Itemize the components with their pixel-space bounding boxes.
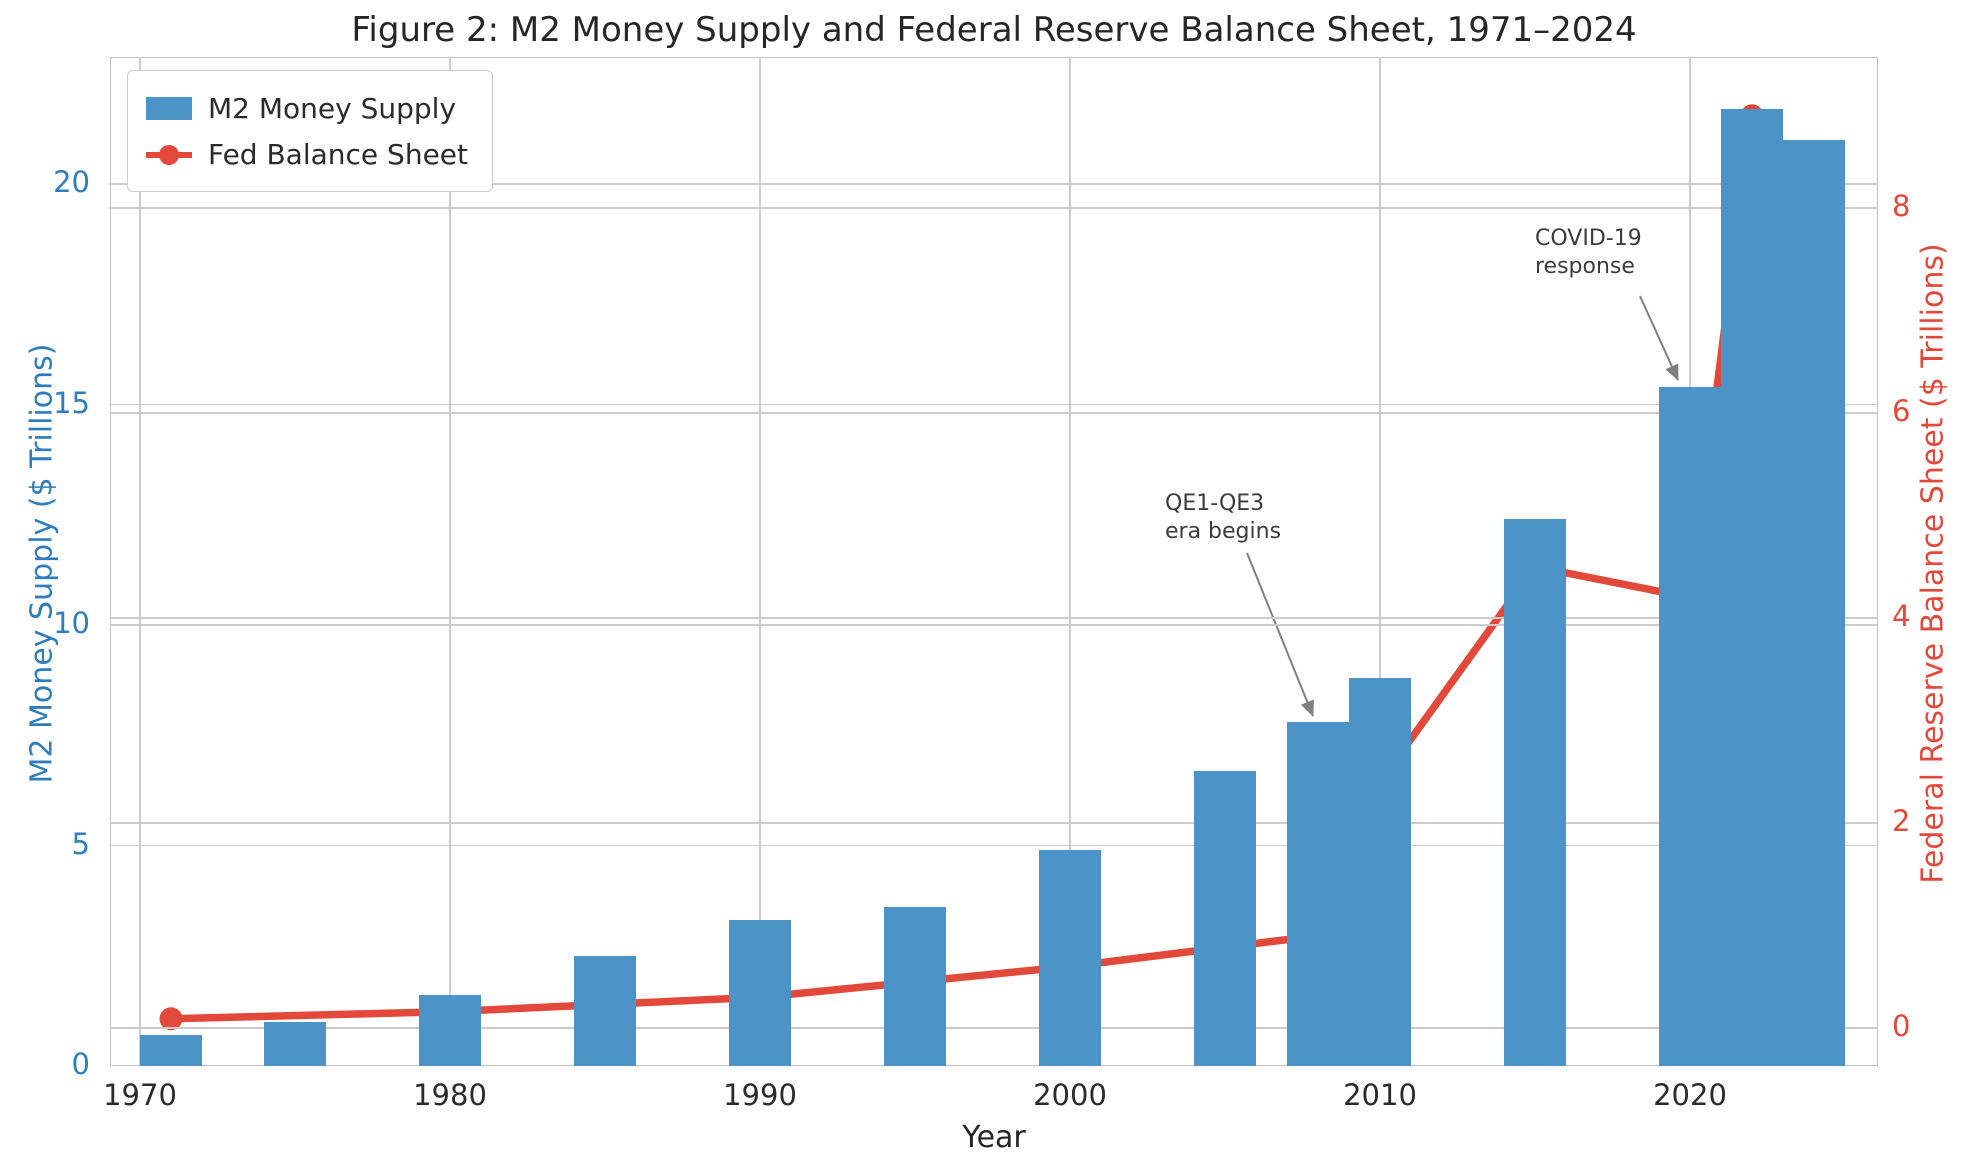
chart-title: Figure 2: M2 Money Supply and Federal Re… [351, 10, 1637, 50]
annotation-text-1: COVID-19 response [1535, 226, 1642, 279]
right-tick-label-8: 8 [1892, 189, 1911, 223]
x-axis-label: Year [962, 1120, 1026, 1155]
x-gridline-1990 [759, 57, 761, 1066]
left-gridline-15 [110, 403, 1878, 406]
right-y-axis-label: Federal Reserve Balance Sheet ($ Trillio… [1915, 243, 1951, 884]
legend-bar-swatch-icon [146, 96, 192, 120]
right-gridline-8 [110, 207, 1878, 209]
bar-1985 [574, 955, 636, 1066]
x-tick-label-2010: 2010 [1343, 1078, 1417, 1112]
left-gridline-20 [110, 183, 1878, 185]
x-tick-label-2020: 2020 [1653, 1078, 1727, 1112]
annotation-text-0: QE1-QE3 era begins [1165, 491, 1282, 544]
right-gridline-0 [110, 1027, 1878, 1029]
x-tick-label-1980: 1980 [413, 1078, 487, 1112]
bar-2000 [1039, 849, 1101, 1066]
bar-1971 [140, 1035, 202, 1066]
left-tick-label-10: 10 [53, 606, 90, 640]
bar-2024 [1783, 139, 1845, 1066]
left-tick-label-15: 15 [53, 385, 90, 420]
bar-2008 [1287, 722, 1349, 1066]
right-tick-label-4: 4 [1892, 599, 1911, 633]
x-tick-label-1990: 1990 [723, 1078, 797, 1112]
left-tick-label-20: 20 [53, 165, 90, 199]
bar-2015 [1504, 519, 1566, 1066]
right-gridline-6 [110, 412, 1878, 414]
legend-label-fed: Fed Balance Sheet [208, 137, 468, 171]
x-gridline-1970 [139, 57, 141, 1066]
bar-2010 [1349, 677, 1411, 1066]
right-gridline-4 [110, 617, 1878, 619]
bar-1975 [264, 1021, 326, 1066]
left-tick-label-0: 0 [71, 1047, 90, 1081]
left-gridline-10 [110, 624, 1878, 626]
right-tick-label-2: 2 [1892, 804, 1911, 838]
bar-2020 [1659, 386, 1721, 1066]
right-tick-label-0: 0 [1892, 1009, 1911, 1043]
bar-1990 [729, 920, 791, 1066]
bar-2022 [1721, 109, 1783, 1066]
x-tick-label-2000: 2000 [1033, 1078, 1107, 1112]
bar-1995 [884, 907, 946, 1066]
bar-2005 [1194, 770, 1256, 1066]
right-tick-label-6: 6 [1892, 394, 1911, 428]
left-tick-label-5: 5 [71, 826, 90, 861]
legend-item-m2: M2 Money Supply [146, 85, 468, 131]
right-gridline-2 [110, 822, 1878, 824]
legend: M2 Money Supply Fed Balance Sheet [127, 70, 493, 192]
legend-line-swatch-icon [146, 143, 192, 166]
bar-1980 [419, 995, 481, 1066]
x-gridline-2010 [1379, 57, 1381, 1066]
x-gridline-1980 [449, 57, 451, 1066]
x-gridline-2000 [1069, 57, 1071, 1066]
x-tick-label-1970: 1970 [103, 1078, 177, 1112]
legend-item-fed: Fed Balance Sheet [146, 131, 468, 177]
legend-label-m2: M2 Money Supply [208, 91, 457, 125]
left-gridline-5 [110, 844, 1878, 847]
